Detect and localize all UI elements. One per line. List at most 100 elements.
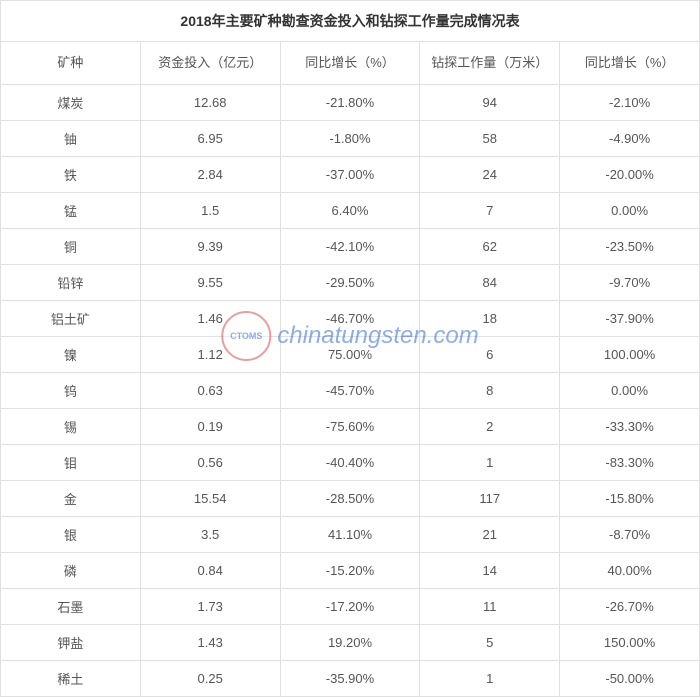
table-cell: 0.00% — [560, 193, 700, 229]
table-cell: -23.50% — [560, 229, 700, 265]
table-row: 钼0.56-40.40%1-83.30% — [1, 445, 700, 481]
table-cell: 84 — [420, 265, 560, 301]
header-investment: 资金投入（亿元） — [140, 42, 280, 85]
table-cell: 2 — [420, 409, 560, 445]
table-cell: 镍 — [1, 337, 141, 373]
table-title-row: 2018年主要矿种勘查资金投入和钻探工作量完成情况表 — [1, 1, 700, 42]
table-cell: 100.00% — [560, 337, 700, 373]
table-cell: 3.5 — [140, 517, 280, 553]
table-row: 铝土矿1.46-46.70%18-37.90% — [1, 301, 700, 337]
table-cell: 铜 — [1, 229, 141, 265]
table-row: 铜9.39-42.10%62-23.50% — [1, 229, 700, 265]
table-cell: 铅锌 — [1, 265, 141, 301]
table-cell: 6 — [420, 337, 560, 373]
table-cell: -20.00% — [560, 157, 700, 193]
table-cell: 1.43 — [140, 625, 280, 661]
table-cell: 石墨 — [1, 589, 141, 625]
table-cell: 铁 — [1, 157, 141, 193]
table-cell: 9.55 — [140, 265, 280, 301]
table-cell: 19.20% — [280, 625, 420, 661]
table-row: 煤炭12.68-21.80%94-2.10% — [1, 85, 700, 121]
table-cell: -15.20% — [280, 553, 420, 589]
table-row: 锰1.56.40%70.00% — [1, 193, 700, 229]
table-cell: 6.95 — [140, 121, 280, 157]
table-cell: 75.00% — [280, 337, 420, 373]
table-cell: 1.46 — [140, 301, 280, 337]
table-cell: 0.19 — [140, 409, 280, 445]
table-cell: 1 — [420, 445, 560, 481]
table-cell: -37.90% — [560, 301, 700, 337]
table-cell: 0.84 — [140, 553, 280, 589]
table-cell: 40.00% — [560, 553, 700, 589]
table-row: 铁2.84-37.00%24-20.00% — [1, 157, 700, 193]
table-row: 钨0.63-45.70%80.00% — [1, 373, 700, 409]
table-cell: 钨 — [1, 373, 141, 409]
table-cell: -9.70% — [560, 265, 700, 301]
table-cell: 稀土 — [1, 661, 141, 697]
header-drilling: 钻探工作量（万米） — [420, 42, 560, 85]
table-cell: 0.63 — [140, 373, 280, 409]
table-cell: -4.90% — [560, 121, 700, 157]
table-cell: -26.70% — [560, 589, 700, 625]
table-cell: 银 — [1, 517, 141, 553]
table-cell: 11 — [420, 589, 560, 625]
header-mineral: 矿种 — [1, 42, 141, 85]
table-cell: 15.54 — [140, 481, 280, 517]
table-cell: -45.70% — [280, 373, 420, 409]
table-cell: 金 — [1, 481, 141, 517]
table-cell: -50.00% — [560, 661, 700, 697]
table-cell: -46.70% — [280, 301, 420, 337]
table-body: 2018年主要矿种勘查资金投入和钻探工作量完成情况表 矿种 资金投入（亿元） 同… — [1, 1, 700, 697]
table-cell: -17.20% — [280, 589, 420, 625]
table-cell: 钾盐 — [1, 625, 141, 661]
table-header-row: 矿种 资金投入（亿元） 同比增长（%） 钻探工作量（万米） 同比增长（%） — [1, 42, 700, 85]
table-cell: 150.00% — [560, 625, 700, 661]
table-cell: 94 — [420, 85, 560, 121]
table-row: 铅锌9.55-29.50%84-9.70% — [1, 265, 700, 301]
table-cell: 62 — [420, 229, 560, 265]
table-cell: 9.39 — [140, 229, 280, 265]
table-row: 石墨1.73-17.20%11-26.70% — [1, 589, 700, 625]
table-cell: -37.00% — [280, 157, 420, 193]
table-cell: -2.10% — [560, 85, 700, 121]
table-cell: -15.80% — [560, 481, 700, 517]
table-cell: -1.80% — [280, 121, 420, 157]
header-drilling-growth: 同比增长（%） — [560, 42, 700, 85]
table-cell: 5 — [420, 625, 560, 661]
table-cell: 6.40% — [280, 193, 420, 229]
table-cell: 117 — [420, 481, 560, 517]
table-row: 锡0.19-75.60%2-33.30% — [1, 409, 700, 445]
mineral-data-table: 2018年主要矿种勘查资金投入和钻探工作量完成情况表 矿种 资金投入（亿元） 同… — [0, 0, 700, 697]
table-cell: 14 — [420, 553, 560, 589]
table-cell: -21.80% — [280, 85, 420, 121]
table-cell: 58 — [420, 121, 560, 157]
header-investment-growth: 同比增长（%） — [280, 42, 420, 85]
table-row: 钾盐1.4319.20%5150.00% — [1, 625, 700, 661]
table-cell: 21 — [420, 517, 560, 553]
table-cell: -35.90% — [280, 661, 420, 697]
table-cell: 锡 — [1, 409, 141, 445]
table-cell: 锰 — [1, 193, 141, 229]
table-cell: 铝土矿 — [1, 301, 141, 337]
table-row: 金15.54-28.50%117-15.80% — [1, 481, 700, 517]
table-cell: 8 — [420, 373, 560, 409]
table-cell: -28.50% — [280, 481, 420, 517]
table-cell: 24 — [420, 157, 560, 193]
table-row: 磷0.84-15.20%1440.00% — [1, 553, 700, 589]
table-cell: 1.5 — [140, 193, 280, 229]
table-cell: -33.30% — [560, 409, 700, 445]
table-cell: -83.30% — [560, 445, 700, 481]
table-cell: -75.60% — [280, 409, 420, 445]
table-cell: 12.68 — [140, 85, 280, 121]
table-row: 稀土0.25-35.90%1-50.00% — [1, 661, 700, 697]
table-cell: -8.70% — [560, 517, 700, 553]
table-cell: -29.50% — [280, 265, 420, 301]
table-cell: 1 — [420, 661, 560, 697]
table-cell: 7 — [420, 193, 560, 229]
table-cell: 1.12 — [140, 337, 280, 373]
table-cell: 钼 — [1, 445, 141, 481]
table-cell: 0.25 — [140, 661, 280, 697]
table-cell: 1.73 — [140, 589, 280, 625]
table-cell: 41.10% — [280, 517, 420, 553]
table-title: 2018年主要矿种勘查资金投入和钻探工作量完成情况表 — [1, 1, 700, 42]
